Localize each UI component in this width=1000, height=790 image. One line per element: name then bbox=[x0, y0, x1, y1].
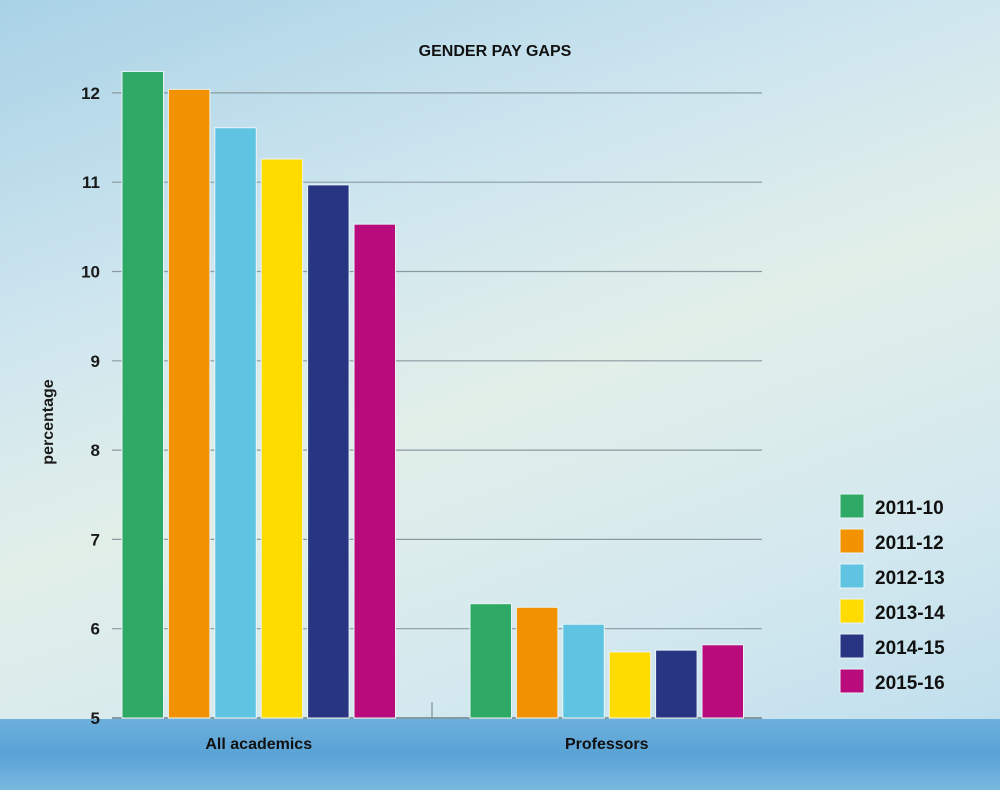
y-tick-label: 6 bbox=[91, 620, 100, 639]
y-tick-label: 12 bbox=[81, 84, 100, 103]
legend-swatch bbox=[839, 563, 865, 589]
bar-all-academics-2011-12 bbox=[167, 88, 211, 719]
y-axis-label: percentage bbox=[40, 379, 57, 464]
legend-label: 2011-10 bbox=[875, 498, 944, 519]
legend-swatch bbox=[839, 528, 865, 554]
bar-all-academics-2011-10 bbox=[121, 70, 164, 719]
bar-professors-2015-16 bbox=[701, 644, 744, 719]
legend-label: 2011-12 bbox=[875, 533, 944, 554]
bar-all-academics-2013-14 bbox=[260, 158, 304, 719]
bar-professors-2014-15 bbox=[655, 649, 698, 719]
y-tick-label: 5 bbox=[91, 709, 100, 728]
legend-label: 2012-13 bbox=[875, 568, 945, 589]
y-tick-label: 7 bbox=[91, 530, 100, 549]
bar-professors-2012-13 bbox=[562, 623, 605, 719]
legend-swatch bbox=[839, 668, 865, 694]
bar-all-academics-2014-15 bbox=[307, 184, 350, 719]
background-bottom-strip bbox=[0, 719, 1000, 790]
bar-professors-2011-12 bbox=[515, 606, 559, 719]
y-tick-label: 11 bbox=[82, 173, 100, 192]
bar-professors-2011-10 bbox=[469, 603, 512, 719]
legend-label: 2013-14 bbox=[875, 603, 945, 624]
y-tick-label: 10 bbox=[81, 263, 100, 282]
legend-label: 2014-15 bbox=[875, 638, 945, 659]
bar-all-academics-2015-16 bbox=[353, 223, 396, 719]
legend-swatch bbox=[839, 493, 865, 519]
bar-professors-2013-14 bbox=[608, 651, 652, 719]
x-category-label: Professors bbox=[565, 736, 649, 753]
y-tick-label: 8 bbox=[91, 441, 100, 460]
legend-swatch bbox=[839, 633, 865, 659]
legend-swatch bbox=[839, 598, 865, 624]
y-tick-label: 9 bbox=[91, 352, 100, 371]
x-category-label: All academics bbox=[205, 736, 312, 753]
chart-title: GENDER PAY GAPS bbox=[419, 43, 572, 60]
bar-all-academics-2012-13 bbox=[214, 127, 257, 719]
legend-label: 2015-16 bbox=[875, 673, 945, 694]
